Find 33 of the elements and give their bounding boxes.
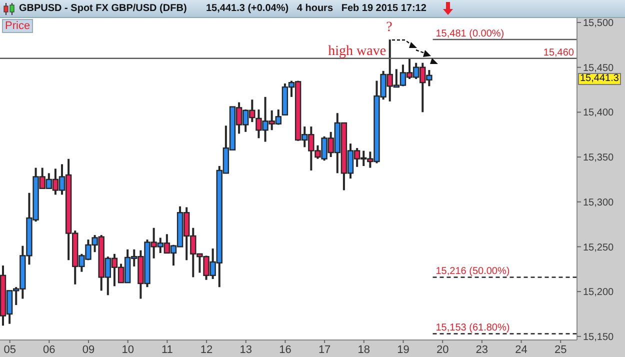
y-tick-label: 15,500: [583, 18, 614, 30]
x-tick-label: 17: [318, 344, 331, 356]
x-tick-label: 13: [240, 344, 252, 356]
ref-line-label: 15,481 (0.00%): [436, 28, 504, 40]
x-tick-label: 24: [515, 344, 528, 356]
annotation: ?: [386, 20, 392, 36]
y-tick-label: 15,200: [583, 287, 614, 298]
x-tick-label: 16: [279, 344, 292, 356]
text: 15,441.3: [578, 73, 621, 86]
y-tick-label: 15,250: [583, 242, 614, 254]
chart-subtitle: 15,441.3 (+0.04%) 4 hours Feb 19 2015 17:12: [206, 2, 426, 16]
x-tick-label: 06: [43, 344, 56, 356]
y-tick-label: 15,350: [583, 152, 614, 164]
chart-title: GBPUSD - Spot FX GBP/USD (DFB): [19, 2, 187, 16]
ref-line-label: 15,216 (50.00%): [436, 266, 510, 278]
x-tick-label: 11: [161, 344, 173, 356]
annotation: Price: [2, 19, 34, 33]
x-tick-label: 19: [397, 344, 410, 356]
ref-line-label: 15,153 (61.80%): [436, 322, 510, 334]
x-tick-label: 23: [476, 344, 488, 356]
x-tick-label: 25: [554, 344, 567, 356]
y-tick-label: 15,300: [583, 197, 614, 208]
y-tick-label: 15,150: [583, 332, 614, 343]
x-tick-label: 09: [82, 344, 95, 356]
x-tick-label: 20: [436, 344, 449, 356]
ref-line-label: 15,460: [543, 47, 574, 58]
x-tick-label: 18: [358, 344, 370, 356]
annotation: high wave: [328, 44, 386, 60]
x-tick-label: 12: [200, 344, 213, 356]
y-tick-label: 15,450: [583, 62, 614, 74]
y-tick-label: 15,400: [583, 108, 614, 119]
x-tick-label: 10: [122, 344, 134, 356]
x-tick-label: 05: [4, 344, 16, 356]
